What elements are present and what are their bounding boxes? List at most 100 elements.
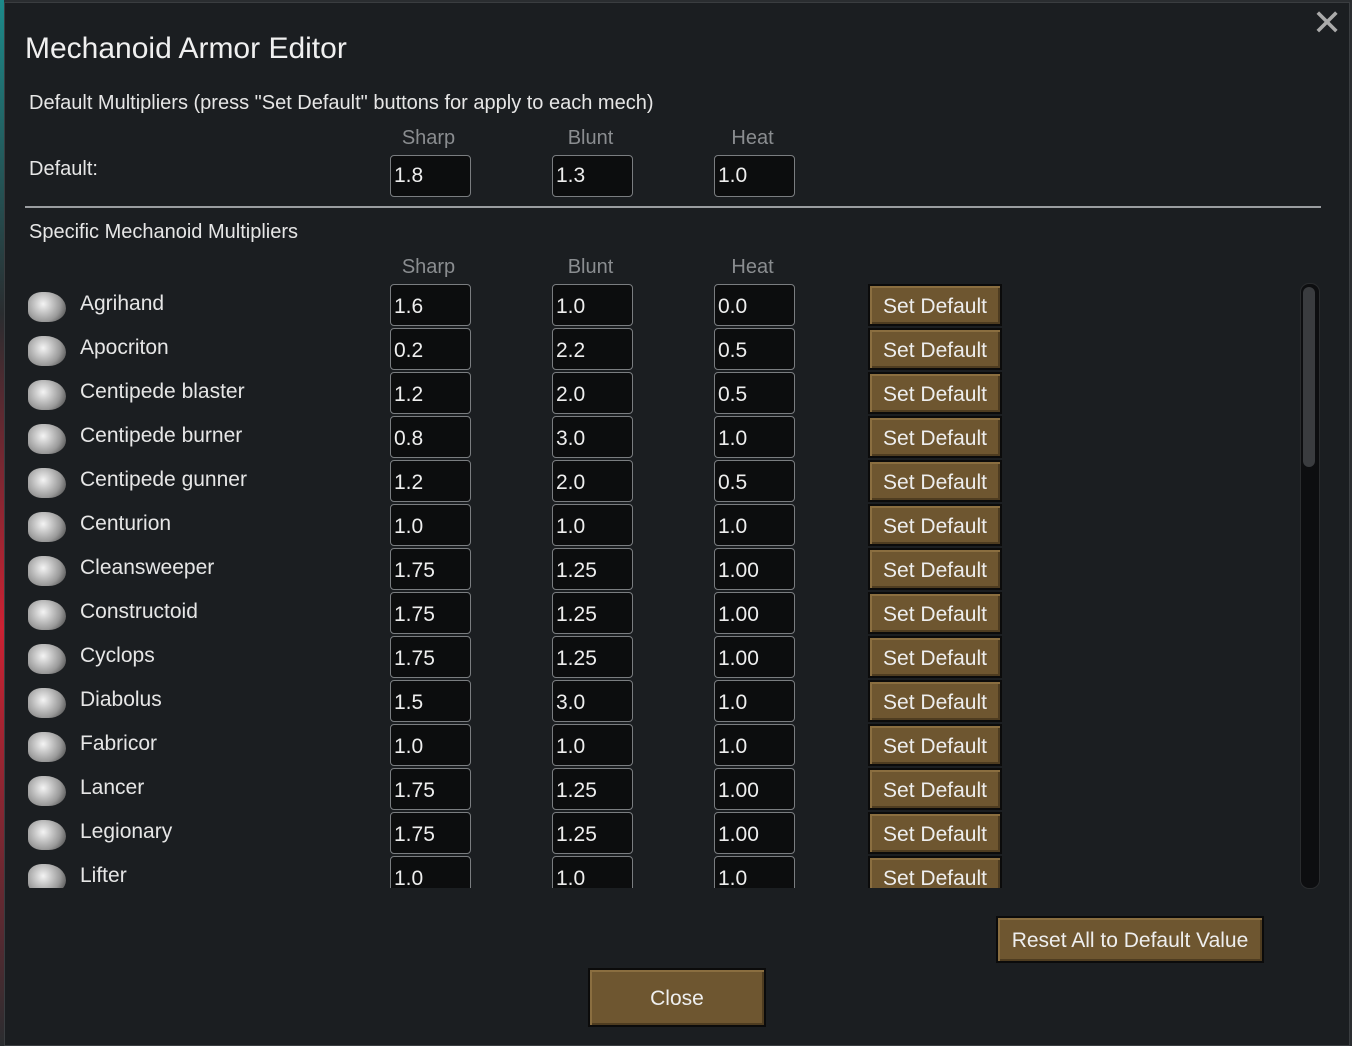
blunt-input[interactable]: 1.0 (552, 284, 633, 326)
sharp-input[interactable]: 1.6 (390, 284, 471, 326)
default-sharp-input[interactable] (390, 155, 471, 197)
blunt-input[interactable]: 1.0 (552, 504, 633, 546)
sharp-input[interactable]: 1.75 (390, 636, 471, 678)
lancer-icon (28, 776, 66, 806)
armor-editor-dialog (4, 2, 1350, 1046)
blunt-input[interactable]: 3.0 (552, 680, 633, 722)
set-default-button[interactable]: Set Default (868, 548, 1002, 590)
set-default-button[interactable]: Set Default (868, 460, 1002, 502)
set-default-button[interactable]: Set Default (868, 812, 1002, 854)
centipede-gunner-icon (28, 468, 66, 498)
sharp-input[interactable]: 1.5 (390, 680, 471, 722)
cyclops-icon (28, 644, 66, 674)
mech-name: Constructoid (80, 600, 198, 623)
heat-input[interactable]: 1.0 (714, 416, 795, 458)
sharp-input[interactable]: 1.2 (390, 460, 471, 502)
heat-input[interactable]: 1.00 (714, 592, 795, 634)
mech-name: Diabolus (80, 688, 162, 711)
defaults-heading: Default Multipliers (press "Set Default"… (29, 92, 654, 114)
mech-name: Agrihand (80, 292, 165, 315)
sharp-input[interactable]: 1.75 (390, 768, 471, 810)
reset-all-button[interactable]: Reset All to Default Value (996, 916, 1264, 963)
sharp-input[interactable]: 1.0 (390, 724, 471, 766)
blunt-input[interactable]: 2.2 (552, 328, 633, 370)
mech-row: Cleansweeper 1.75 1.25 1.00 Set Default (0, 548, 1100, 592)
heat-input[interactable]: 1.00 (714, 548, 795, 590)
blunt-input[interactable]: 1.0 (552, 856, 633, 888)
mech-row: Constructoid 1.75 1.25 1.00 Set Default (0, 592, 1100, 636)
mech-name: Cleansweeper (80, 556, 215, 579)
heat-input[interactable]: 1.00 (714, 636, 795, 678)
blunt-input[interactable]: 2.0 (552, 372, 633, 414)
mech-row: Lancer 1.75 1.25 1.00 Set Default (0, 768, 1100, 812)
heat-input[interactable]: 0.5 (714, 460, 795, 502)
default-header-sharp: Sharp (401, 127, 456, 149)
mech-name: Cyclops (80, 644, 155, 667)
close-button[interactable]: Close (588, 968, 766, 1027)
set-default-button[interactable]: Set Default (868, 856, 1002, 888)
mech-row: Fabricor 1.0 1.0 1.0 Set Default (0, 724, 1100, 768)
diabolus-icon (28, 688, 66, 718)
set-default-button[interactable]: Set Default (868, 768, 1002, 810)
heat-input[interactable]: 1.00 (714, 768, 795, 810)
scrollbar-thumb[interactable] (1303, 287, 1315, 467)
mech-row: Cyclops 1.75 1.25 1.00 Set Default (0, 636, 1100, 680)
blunt-input[interactable]: 1.25 (552, 548, 633, 590)
sharp-input[interactable]: 1.75 (390, 592, 471, 634)
heat-input[interactable]: 1.0 (714, 724, 795, 766)
sharp-input[interactable]: 1.75 (390, 548, 471, 590)
lifter-icon (28, 864, 66, 888)
set-default-button[interactable]: Set Default (868, 592, 1002, 634)
blunt-input[interactable]: 1.25 (552, 592, 633, 634)
mech-row: Apocriton 0.2 2.2 0.5 Set Default (0, 328, 1100, 372)
mech-name: Legionary (80, 820, 173, 843)
heat-input[interactable]: 0.5 (714, 328, 795, 370)
blunt-input[interactable]: 3.0 (552, 416, 633, 458)
default-blunt-input[interactable] (552, 155, 633, 197)
default-header-heat: Heat (731, 127, 774, 149)
sharp-input[interactable]: 1.0 (390, 856, 471, 888)
set-default-button[interactable]: Set Default (868, 416, 1002, 458)
set-default-button[interactable]: Set Default (868, 724, 1002, 766)
mech-row: Agrihand 1.6 1.0 0.0 Set Default (0, 284, 1100, 328)
blunt-input[interactable]: 1.25 (552, 768, 633, 810)
blunt-input[interactable]: 2.0 (552, 460, 633, 502)
specific-header-sharp: Sharp (401, 256, 456, 278)
heat-input[interactable]: 1.00 (714, 812, 795, 854)
fabricor-icon (28, 732, 66, 762)
centipede-burner-icon (28, 424, 66, 454)
sharp-input[interactable]: 1.75 (390, 812, 471, 854)
default-header-blunt: Blunt (567, 127, 614, 149)
mech-row: Centurion 1.0 1.0 1.0 Set Default (0, 504, 1100, 548)
heat-input[interactable]: 0.0 (714, 284, 795, 326)
heat-input[interactable]: 1.0 (714, 856, 795, 888)
mech-row: Centipede gunner 1.2 2.0 0.5 Set Default (0, 460, 1100, 504)
legionary-icon (28, 820, 66, 850)
sharp-input[interactable]: 0.2 (390, 328, 471, 370)
mech-name: Centipede burner (80, 424, 243, 447)
set-default-button[interactable]: Set Default (868, 284, 1002, 326)
default-heat-input[interactable] (714, 155, 795, 197)
sharp-input[interactable]: 1.0 (390, 504, 471, 546)
mech-name: Lifter (80, 864, 127, 887)
blunt-input[interactable]: 1.0 (552, 724, 633, 766)
set-default-button[interactable]: Set Default (868, 504, 1002, 546)
set-default-button[interactable]: Set Default (868, 636, 1002, 678)
set-default-button[interactable]: Set Default (868, 680, 1002, 722)
heat-input[interactable]: 1.0 (714, 504, 795, 546)
set-default-button[interactable]: Set Default (868, 372, 1002, 414)
apocriton-icon (28, 336, 66, 366)
mech-row: Lifter 1.0 1.0 1.0 Set Default (0, 856, 1100, 888)
blunt-input[interactable]: 1.25 (552, 636, 633, 678)
mech-name: Fabricor (80, 732, 158, 755)
heat-input[interactable]: 0.5 (714, 372, 795, 414)
mech-row: Legionary 1.75 1.25 1.00 Set Default (0, 812, 1100, 856)
set-default-button[interactable]: Set Default (868, 328, 1002, 370)
sharp-input[interactable]: 1.2 (390, 372, 471, 414)
mech-name: Centipede gunner (80, 468, 247, 491)
sharp-input[interactable]: 0.8 (390, 416, 471, 458)
specific-header-heat: Heat (731, 256, 774, 278)
heat-input[interactable]: 1.0 (714, 680, 795, 722)
blunt-input[interactable]: 1.25 (552, 812, 633, 854)
close-x-icon[interactable]: ✕ (1312, 2, 1343, 43)
